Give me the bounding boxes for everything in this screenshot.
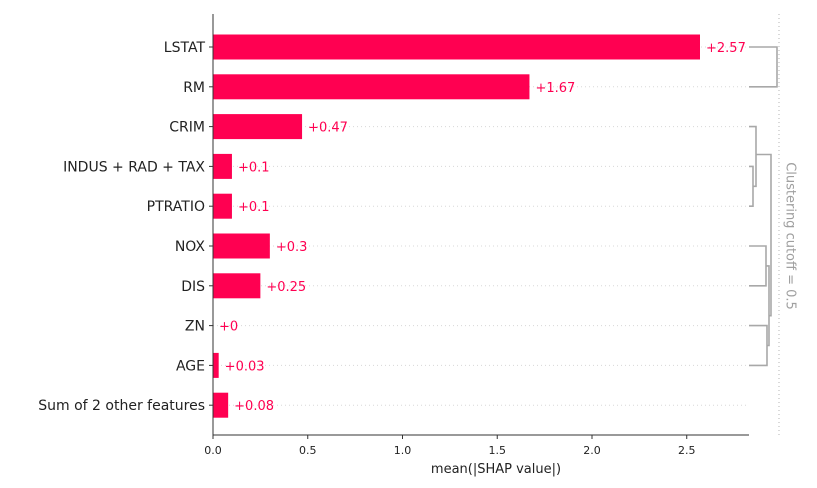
bar <box>213 193 232 219</box>
dendrogram-bracket <box>749 245 767 287</box>
clustering-cutoff-label: Clustering cutoff = 0.5 <box>783 162 798 310</box>
dendrogram-bracket <box>756 153 772 317</box>
bar <box>213 352 219 378</box>
x-tick-label: 1.5 <box>488 444 506 457</box>
dendrogram <box>749 14 780 435</box>
value-label: +0.03 <box>225 359 265 374</box>
y-tick-label: AGE <box>176 358 205 374</box>
value-label: +1.67 <box>535 81 575 96</box>
x-tick-label: 1.0 <box>394 444 412 457</box>
dendrogram-bracket <box>749 324 768 367</box>
y-tick-label: NOX <box>175 239 206 255</box>
x-tick-label: 2.5 <box>678 444 696 457</box>
x-tick-label: 0.5 <box>299 444 317 457</box>
bar-layer: +2.57 +1.67 +0.47 +0.1 +0.1 +0.3 +0.25 +0 +0.03 +… <box>213 34 746 418</box>
dendrogram-bracket <box>766 265 770 347</box>
value-label: +0.08 <box>234 399 274 414</box>
x-tick-label: 2.0 <box>583 444 601 457</box>
bar <box>213 74 530 100</box>
y-tick-label: INDUS + RAD + TAX <box>63 159 205 175</box>
y-tick-label: CRIM <box>169 120 205 136</box>
dendrogram-bracket <box>749 125 757 188</box>
dendrogram-bracket <box>749 46 778 88</box>
grid-layer <box>213 46 749 406</box>
x-tick-label: 0.0 <box>204 444 222 457</box>
bar <box>213 34 700 60</box>
value-label: +0.1 <box>238 200 270 215</box>
value-label: +0.1 <box>238 160 270 175</box>
y-tick-label: LSTAT <box>164 40 206 56</box>
value-label: +0.47 <box>308 121 348 136</box>
y-tick-label: DIS <box>181 279 205 295</box>
y-tick-label: RM <box>183 80 205 96</box>
bar <box>213 153 232 179</box>
axis-layer: LSTAT RM CRIM INDUS + RAD + TAX PTRATIO NOX DI… <box>38 14 749 457</box>
value-label: +0.25 <box>266 280 306 295</box>
value-label: +0.3 <box>276 240 308 255</box>
bar <box>213 273 261 299</box>
bar <box>213 233 270 259</box>
y-tick-label: PTRATIO <box>147 199 205 215</box>
bar <box>213 114 303 140</box>
y-tick-label: Sum of 2 other features <box>38 398 205 414</box>
value-label: +0 <box>219 320 238 335</box>
bar <box>213 392 229 418</box>
value-label: +2.57 <box>706 41 746 56</box>
x-axis-label: mean(|SHAP value|) <box>431 462 561 477</box>
dendrogram-bracket <box>749 165 754 207</box>
y-tick-label: ZN <box>185 319 205 335</box>
